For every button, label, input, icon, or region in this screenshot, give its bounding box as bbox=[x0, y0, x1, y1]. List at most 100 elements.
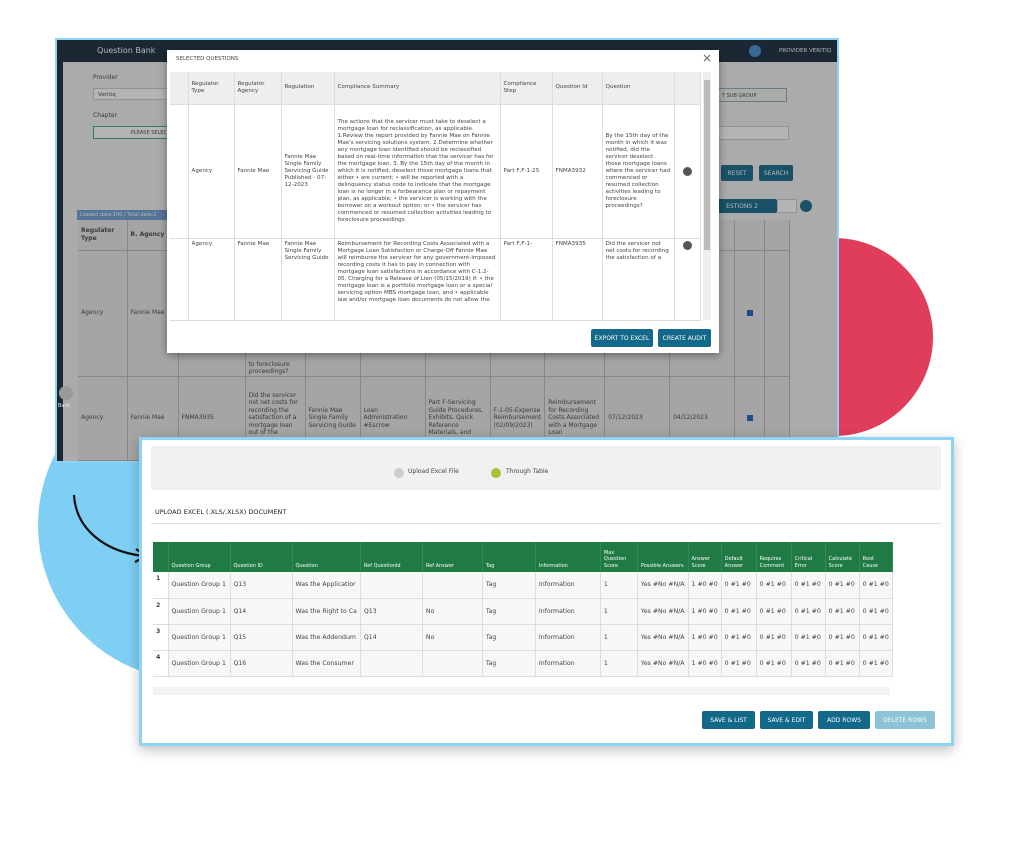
data-cell[interactable]: 1 #0 #0 bbox=[688, 650, 722, 677]
data-cell[interactable]: 0 #1 #0 bbox=[756, 598, 792, 625]
data-row: 3 Question Group 1 Q15 Was the Addendum Q14 N… bbox=[153, 624, 893, 651]
back-label[interactable]: Back bbox=[58, 403, 71, 409]
data-cell[interactable]: Q13 bbox=[360, 598, 423, 625]
data-cell[interactable]: 0 #1 #0 bbox=[825, 572, 860, 599]
question-cell: Part F,F-1- bbox=[500, 238, 553, 321]
data-cell[interactable]: 1 #0 #0 bbox=[688, 572, 722, 599]
data-cell[interactable]: 1 #0 #0 bbox=[688, 598, 722, 625]
radio-table[interactable] bbox=[491, 468, 501, 478]
question-cell: By the 15th day of the month in which it… bbox=[602, 104, 675, 239]
data-cell[interactable]: 0 #1 #0 bbox=[859, 572, 893, 599]
action-button[interactable]: SAVE & LIST bbox=[702, 711, 755, 729]
data-cell[interactable] bbox=[422, 572, 483, 599]
data-cell[interactable]: Yes #No #N/A bbox=[637, 598, 689, 625]
header-cell: Regulator Agency bbox=[234, 72, 282, 105]
data-cell[interactable]: Q16 bbox=[230, 650, 293, 677]
back-button[interactable] bbox=[59, 386, 73, 400]
question-cell: Reimbursement for Recording Costs Associ… bbox=[334, 238, 501, 321]
action-button[interactable]: DELETE ROWS bbox=[875, 711, 935, 729]
remove-icon[interactable] bbox=[682, 166, 692, 176]
data-cell[interactable]: 1 bbox=[600, 624, 638, 651]
data-cell[interactable] bbox=[422, 650, 483, 677]
upload-table: Question Group Question ID Question Ref Que… bbox=[153, 542, 893, 677]
header-cell: Root Cause bbox=[859, 542, 893, 572]
download-icon[interactable] bbox=[800, 200, 812, 212]
action-button[interactable]: SAVE & EDIT bbox=[760, 711, 813, 729]
dropdown[interactable] bbox=[777, 199, 797, 213]
data-cell[interactable]: Q15 bbox=[230, 624, 293, 651]
data-cell[interactable]: Information bbox=[535, 572, 601, 599]
data-cell[interactable]: Question Group 1 bbox=[168, 624, 231, 651]
data-cell[interactable]: 0 #1 #0 bbox=[756, 650, 792, 677]
create-audit-button[interactable]: CREATE AUDIT bbox=[658, 329, 711, 347]
data-cell[interactable] bbox=[360, 650, 423, 677]
data-cell[interactable]: Tag bbox=[482, 624, 536, 651]
data-cell[interactable]: Information bbox=[535, 624, 601, 651]
data-cell[interactable]: Question Group 1 bbox=[168, 650, 231, 677]
data-cell[interactable]: 0 #1 #0 bbox=[721, 572, 757, 599]
data-cell[interactable]: No bbox=[422, 624, 483, 651]
data-cell[interactable]: Q13 bbox=[230, 572, 293, 599]
data-cell[interactable]: 0 #1 #0 bbox=[825, 598, 860, 625]
data-cell[interactable]: 0 #1 #0 bbox=[859, 598, 893, 625]
questions-button[interactable]: ESTIONS 2 bbox=[707, 199, 777, 213]
data-cell[interactable]: 0 #1 #0 bbox=[756, 624, 792, 651]
question-cell: Fannie Mae bbox=[234, 104, 282, 239]
data-cell[interactable]: Yes #No #N/A bbox=[637, 624, 689, 651]
data-cell[interactable]: 1 bbox=[600, 572, 638, 599]
data-cell[interactable]: 0 #1 #0 bbox=[791, 624, 826, 651]
header-cell: Compliance Summary bbox=[334, 72, 501, 105]
data-cell[interactable]: Was the Consumer bbox=[292, 650, 361, 677]
row-checkbox[interactable] bbox=[746, 310, 753, 316]
data-cell[interactable]: 0 #1 #0 bbox=[791, 572, 826, 599]
upload-panel: Upload Excel File Through Table UPLOAD EXC… bbox=[139, 437, 954, 746]
data-cell[interactable]: 0 #1 #0 bbox=[721, 650, 757, 677]
option-file[interactable]: Upload Excel File bbox=[408, 468, 459, 475]
data-cell[interactable]: 0 #1 #0 bbox=[721, 624, 757, 651]
data-cell[interactable]: Was the Right to Ca bbox=[292, 598, 361, 625]
row-checkbox[interactable] bbox=[746, 415, 753, 421]
data-cell[interactable]: Was the Addendum bbox=[292, 624, 361, 651]
remove-icon[interactable] bbox=[682, 240, 692, 250]
reset-button[interactable]: RESET bbox=[721, 165, 753, 181]
data-cell[interactable]: 0 #1 #0 bbox=[825, 624, 860, 651]
data-cell[interactable]: 1 bbox=[600, 650, 638, 677]
data-cell[interactable]: 0 #1 #0 bbox=[721, 598, 757, 625]
list-cell bbox=[764, 250, 791, 377]
data-cell[interactable]: 0 #1 #0 bbox=[825, 650, 860, 677]
data-cell[interactable]: 0 #1 #0 bbox=[859, 650, 893, 677]
data-cell[interactable]: Q14 bbox=[230, 598, 293, 625]
data-cell[interactable]: Tag bbox=[482, 650, 536, 677]
search-button[interactable]: SEARCH bbox=[759, 165, 793, 181]
scroll-thumb[interactable] bbox=[704, 80, 710, 250]
data-cell[interactable]: Yes #No #N/A bbox=[637, 572, 689, 599]
list-cell: Agency bbox=[78, 376, 128, 461]
data-cell[interactable]: 1 #0 #0 bbox=[688, 624, 722, 651]
action-button[interactable]: ADD ROWS bbox=[818, 711, 870, 729]
data-cell[interactable]: Information bbox=[535, 650, 601, 677]
data-cell[interactable]: Question Group 1 bbox=[168, 598, 231, 625]
data-cell[interactable]: Was the Applicatior bbox=[292, 572, 361, 599]
h-scrollbar[interactable] bbox=[153, 687, 890, 695]
close-icon[interactable]: × bbox=[702, 51, 713, 65]
option-table[interactable]: Through Table bbox=[506, 468, 549, 475]
data-cell[interactable]: 1 bbox=[600, 598, 638, 625]
question-cell: FNMA3935 bbox=[552, 238, 603, 321]
data-cell[interactable]: 0 #1 #0 bbox=[859, 624, 893, 651]
data-cell[interactable]: Yes #No #N/A bbox=[637, 650, 689, 677]
radio-file[interactable] bbox=[394, 468, 404, 478]
question-cell: Did the servicer not net costs for recor… bbox=[602, 238, 675, 321]
data-cell[interactable]: 0 #1 #0 bbox=[791, 598, 826, 625]
data-cell[interactable]: Tag bbox=[482, 598, 536, 625]
data-cell[interactable] bbox=[360, 572, 423, 599]
data-cell[interactable]: 0 #1 #0 bbox=[756, 572, 792, 599]
export-button[interactable]: EXPORT TO EXCEL bbox=[591, 329, 653, 347]
data-cell[interactable]: Q14 bbox=[360, 624, 423, 651]
header-cell: Max Question Score bbox=[600, 542, 638, 572]
data-cell[interactable]: Question Group 1 bbox=[168, 572, 231, 599]
header-cell: Information bbox=[535, 542, 601, 572]
data-cell[interactable]: 0 #1 #0 bbox=[791, 650, 826, 677]
data-cell[interactable]: Tag bbox=[482, 572, 536, 599]
data-cell[interactable]: Information bbox=[535, 598, 601, 625]
data-cell[interactable]: No bbox=[422, 598, 483, 625]
